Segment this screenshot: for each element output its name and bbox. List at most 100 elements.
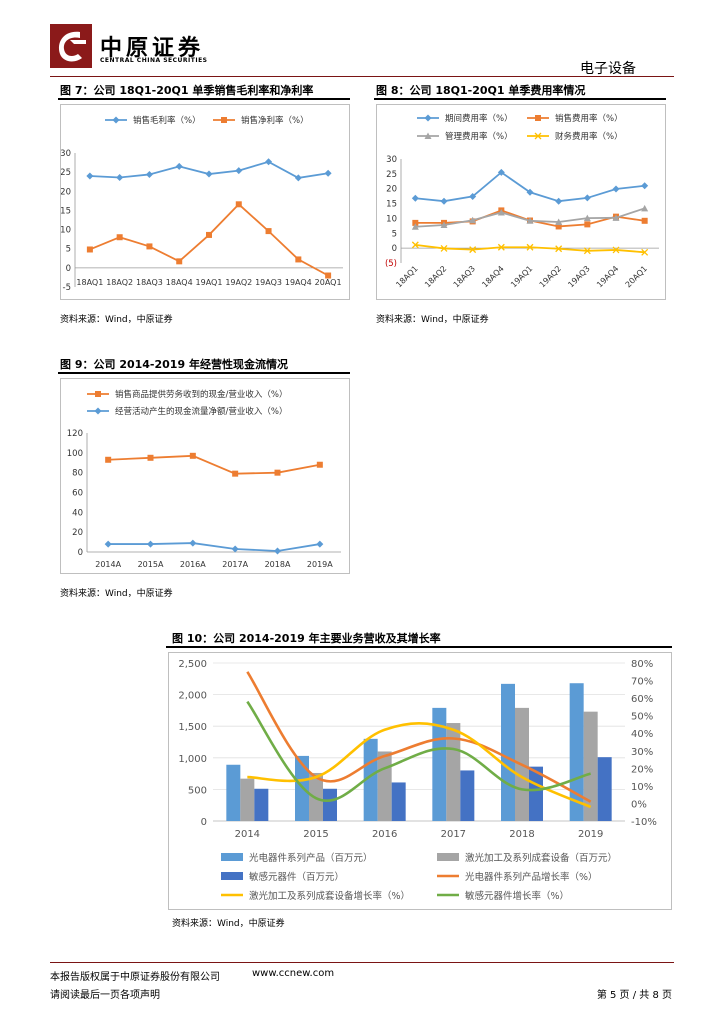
y-tick-label: 20 xyxy=(386,185,397,195)
x-tick-label: 19AQ3 xyxy=(255,278,282,287)
y2-tick-label: 80% xyxy=(631,659,653,670)
y-tick-label: 1,500 xyxy=(178,722,207,733)
x-tick-label: 18AQ2 xyxy=(106,278,133,287)
data-point xyxy=(612,214,620,221)
data-point xyxy=(147,454,154,461)
data-point xyxy=(189,452,196,459)
data-point xyxy=(526,217,534,224)
y2-tick-label: 40% xyxy=(631,729,653,740)
x-tick-label: 18AQ3 xyxy=(136,278,163,287)
y-tick-label: 0 xyxy=(201,817,207,828)
data-point xyxy=(205,170,213,178)
bar xyxy=(432,707,447,821)
data-point xyxy=(235,167,243,175)
y-tick-label: 0 xyxy=(66,264,71,274)
data-point xyxy=(641,217,648,224)
x-tick-label: 18AQ1 xyxy=(76,278,103,287)
data-point xyxy=(294,174,302,182)
legend-label: 光电器件系列产品增长率（%） xyxy=(465,871,598,883)
data-point xyxy=(147,540,154,548)
legend-label: 销售净利率（%） xyxy=(241,115,309,126)
legend-swatch-marker xyxy=(535,115,541,121)
bar xyxy=(391,782,406,821)
y2-tick-label: 20% xyxy=(631,764,653,775)
data-point xyxy=(175,162,183,170)
fig8-title-rule xyxy=(374,98,666,100)
y-tick-label: 20 xyxy=(61,187,71,197)
y2-tick-label: 10% xyxy=(631,782,653,793)
x-tick-label: 18AQ4 xyxy=(166,278,193,287)
y-tick-label: 40 xyxy=(72,508,83,518)
bar xyxy=(597,757,612,821)
x-tick-label: 19AQ2 xyxy=(225,278,252,287)
legend-label: 期间费用率（%） xyxy=(445,113,513,124)
x-tick-label: 2019A xyxy=(307,560,333,569)
fig7-title-rule xyxy=(58,98,350,100)
data-point xyxy=(612,246,620,254)
legend-label: 经营活动产生的现金流量净额/营业收入（%） xyxy=(115,406,287,417)
y-tick-label: 10 xyxy=(386,214,397,224)
data-point xyxy=(86,172,94,180)
data-point xyxy=(145,170,153,178)
footer-copyright: 本报告版权属于中原证券股份有限公司 xyxy=(50,972,220,983)
y-tick-label: 60 xyxy=(72,489,83,499)
y-tick-label: 5 xyxy=(66,245,71,255)
legend-label: 销售费用率（%） xyxy=(555,113,623,124)
data-point xyxy=(274,469,281,476)
fig10-title-rule xyxy=(166,646,672,648)
bar xyxy=(529,766,543,821)
x-tick-label: 2015 xyxy=(303,829,328,840)
legend-swatch xyxy=(221,872,243,880)
data-point xyxy=(555,245,563,253)
x-tick-label: 20AQ1 xyxy=(315,278,342,287)
series-line xyxy=(89,203,329,277)
data-point xyxy=(104,540,112,548)
x-tick-label: 2016A xyxy=(180,560,206,569)
y-tick-label: 1,000 xyxy=(178,754,207,765)
x-tick-label: 2015A xyxy=(138,560,164,569)
growth-line xyxy=(246,700,592,802)
fig8-chart: (5) 0 5 10 15 20 25 30 18AQ1 18AQ2 18AQ3 18AQ4 19AQ1… xyxy=(385,113,659,289)
fig8-source: 资料来源：Wind，中原证券 xyxy=(376,315,489,325)
legend-label: 激光加工及系列成套设备（百万元） xyxy=(465,852,617,864)
legend-label: 管理费用率（%） xyxy=(445,131,513,142)
data-point xyxy=(316,540,324,548)
legend-swatch-marker xyxy=(534,132,542,140)
growth-line xyxy=(247,722,592,809)
data-point xyxy=(206,231,212,238)
data-point xyxy=(235,201,242,208)
y-tick-label: 25 xyxy=(386,170,397,180)
y-tick-label: 80 xyxy=(72,469,83,479)
legend-swatch xyxy=(221,853,243,861)
x-tick-label: 2014 xyxy=(235,829,260,840)
fig9-chart: 0 20 40 60 80 100 120 2014A 2015A 2016A 2017A 2018A… xyxy=(67,389,341,569)
data-point xyxy=(641,248,649,256)
y-tick-label: 5 xyxy=(392,229,397,239)
x-tick-label: 2014A xyxy=(95,560,121,569)
data-point xyxy=(555,218,563,225)
series-line xyxy=(108,454,320,475)
data-point xyxy=(116,234,123,241)
data-point xyxy=(274,547,281,555)
fig10-source: 资料来源：Wind，中原证券 xyxy=(172,919,285,929)
data-point xyxy=(316,461,323,468)
bar xyxy=(583,711,598,821)
legend-label: 光电器件系列产品（百万元） xyxy=(249,852,373,864)
footer-rule xyxy=(50,962,674,963)
data-point xyxy=(641,204,649,212)
data-point xyxy=(116,174,124,182)
footer-website[interactable]: www.ccnew.com xyxy=(252,968,335,979)
y-tick-label: 15 xyxy=(61,206,71,216)
y-tick-label: (5) xyxy=(385,259,397,269)
growth-line xyxy=(246,671,592,803)
x-tick-label: 18AQ3 xyxy=(452,264,477,289)
y-tick-label: -5 xyxy=(63,283,71,293)
y-tick-label: 20 xyxy=(72,528,83,538)
legend-label: 敏感元器件增长率（%） xyxy=(465,890,569,902)
logo-english-name: CENTRAL CHINA SECURITIES xyxy=(100,57,208,64)
data-point xyxy=(189,539,197,547)
series-line xyxy=(108,542,320,552)
bar xyxy=(226,764,241,821)
data-point xyxy=(583,214,591,222)
x-tick-label: 19AQ1 xyxy=(196,278,223,287)
